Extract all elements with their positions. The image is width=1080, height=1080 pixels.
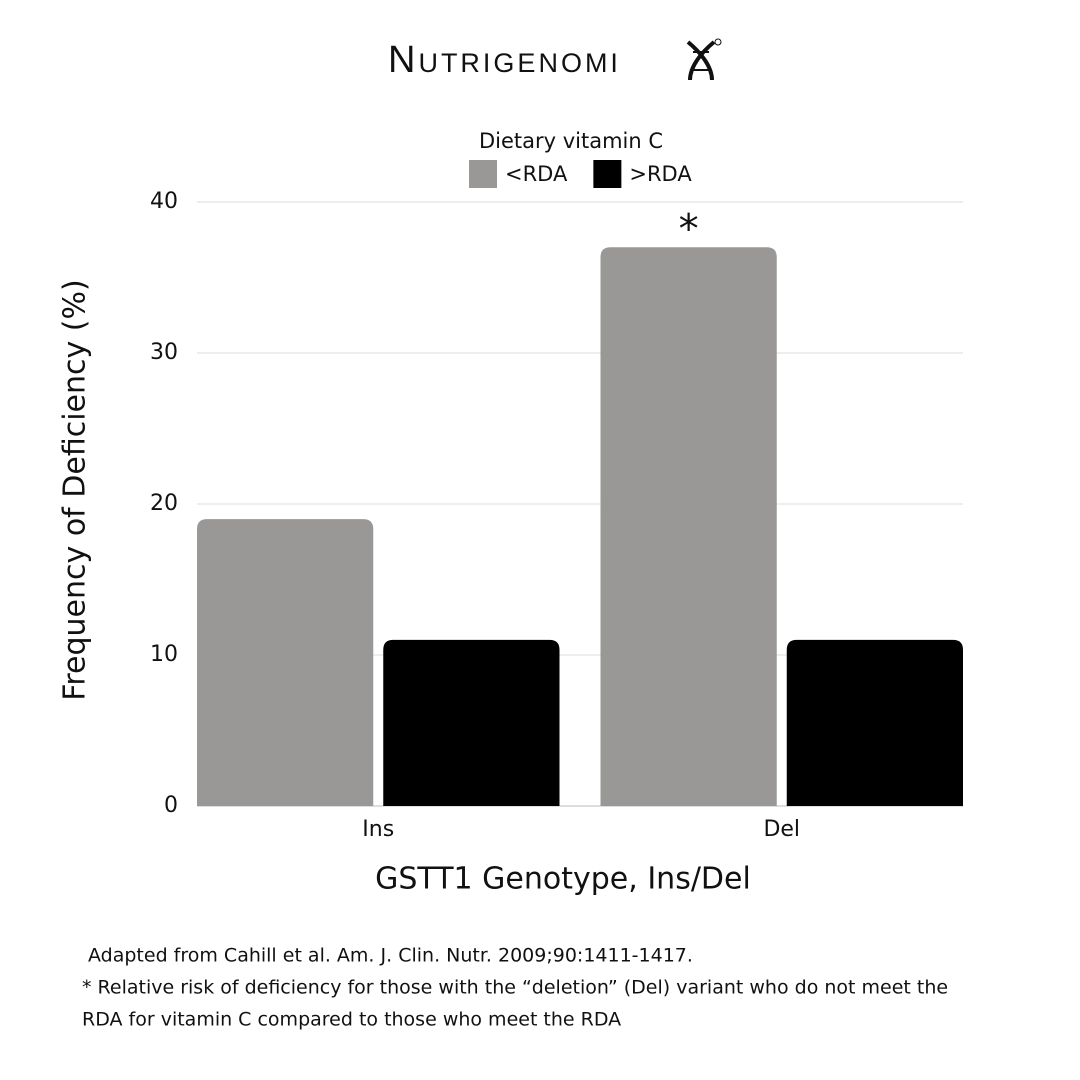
- y-tick-label: 10: [150, 642, 178, 667]
- legend-swatch: [593, 160, 622, 188]
- bar: [600, 247, 777, 807]
- x-tick-label: Del: [763, 817, 800, 842]
- y-tick-label: 0: [164, 793, 178, 818]
- legend-label: <RDA: [505, 162, 568, 186]
- legend-title: Dietary vitamin C: [479, 129, 663, 153]
- legend-swatch: [469, 160, 497, 188]
- brand-icon: [686, 38, 722, 81]
- bar: [786, 639, 963, 806]
- legend-label: >RDA: [629, 162, 692, 186]
- brand: Nutrigenomi: [388, 39, 621, 81]
- y-axis-title: Frequency of Deficiency (%): [58, 279, 93, 700]
- y-tick-label: 20: [150, 491, 178, 516]
- y-tick-label: 40: [150, 189, 178, 214]
- annotation: *: [679, 206, 699, 252]
- bar: [197, 519, 374, 806]
- x-axis-title: GSTT1 Genotype, Ins/Del: [375, 862, 751, 897]
- bar: [383, 639, 560, 806]
- y-tick-label: 30: [150, 340, 178, 365]
- footnote: RDA for vitamin C compared to those who …: [82, 1009, 621, 1031]
- x-tick-label: Ins: [362, 817, 394, 842]
- footnote: Adapted from Cahill et al. Am. J. Clin. …: [88, 945, 693, 967]
- footnote: * Relative risk of deficiency for those …: [82, 977, 948, 999]
